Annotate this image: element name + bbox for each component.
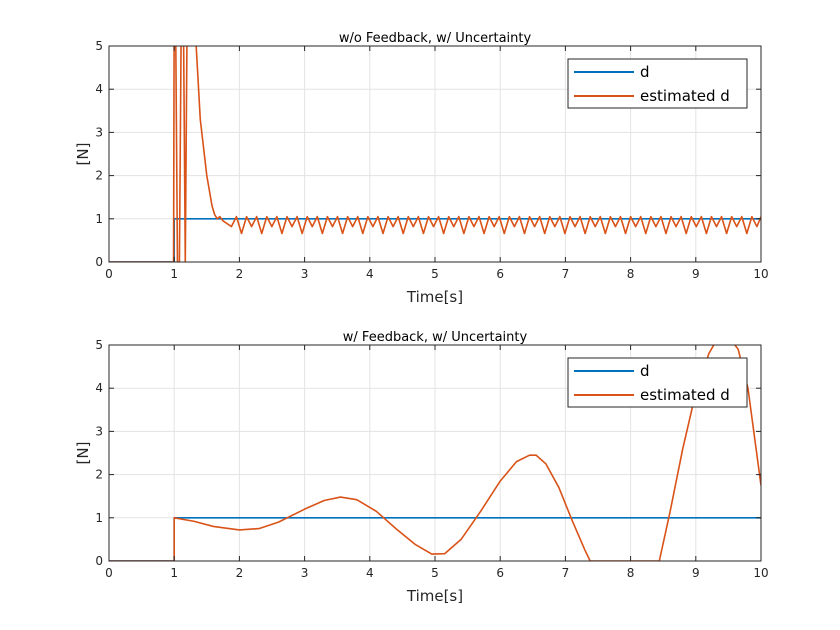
x-tick-label: 8: [627, 267, 635, 281]
y-tick-label: 3: [95, 424, 103, 438]
series-line-estimated-d: [109, 46, 761, 262]
legend-top: d estimated d: [567, 58, 748, 109]
legend-label-d-bottom: d: [640, 362, 650, 380]
legend-bottom: d estimated d: [567, 357, 748, 408]
x-tick-label: 5: [431, 566, 439, 580]
x-tick-label: 0: [105, 566, 113, 580]
y-tick-label: 4: [95, 381, 103, 395]
x-tick-label: 9: [692, 267, 700, 281]
legend-label-estimated-bottom: estimated d: [640, 386, 730, 404]
y-tick-label: 2: [95, 169, 103, 183]
y-tick-label: 1: [95, 212, 103, 226]
y-tick-label: 4: [95, 82, 103, 96]
x-tick-label: 5: [431, 267, 439, 281]
y-tick-label: 0: [95, 554, 103, 568]
x-tick-label: 3: [301, 267, 309, 281]
x-axis-label-top: Time[s]: [406, 288, 463, 306]
x-tick-label: 10: [753, 566, 768, 580]
legend-box-top: [567, 58, 748, 109]
x-tick-label: 1: [170, 267, 178, 281]
y-axis-label-top: [N]: [74, 143, 92, 166]
x-tick-label: 2: [236, 566, 244, 580]
chart-title-top: w/o Feedback, w/ Uncertainty: [339, 31, 532, 46]
x-axis-label-bottom: Time[s]: [406, 587, 463, 605]
ticks-bottom: 0 1 2 3 4 5 6 7 8 9 10 0 1 2 3 4 5: [95, 338, 768, 580]
legend-label-estimated-top: estimated d: [640, 87, 730, 105]
legend-box-bottom: [567, 357, 748, 408]
x-tick-label: 7: [562, 267, 570, 281]
x-tick-label: 10: [753, 267, 768, 281]
y-axis-label-bottom: [N]: [74, 442, 92, 465]
x-tick-label: 9: [692, 566, 700, 580]
x-tick-label: 6: [496, 566, 504, 580]
x-tick-label: 7: [562, 566, 570, 580]
x-tick-label: 8: [627, 566, 635, 580]
y-tick-label: 1: [95, 511, 103, 525]
x-tick-label: 2: [236, 267, 244, 281]
x-tick-label: 4: [366, 566, 374, 580]
legend-label-d-top: d: [640, 63, 650, 81]
x-tick-label: 3: [301, 566, 309, 580]
y-tick-label: 2: [95, 468, 103, 482]
x-tick-label: 0: [105, 267, 113, 281]
x-tick-label: 1: [170, 566, 178, 580]
x-tick-label: 6: [496, 267, 504, 281]
chart-title-bottom: w/ Feedback, w/ Uncertainty: [343, 330, 528, 345]
ticks-top: 0 1 2 3 4 5 6 7 8 9 10 0 1 2 3 4 5: [95, 39, 768, 281]
chart-top: 0 1 2 3 4 5 6 7 8 9 10 0 1 2 3 4 5 w/o Feedback, w/ Unce…: [74, 31, 769, 306]
series-top: [109, 46, 761, 262]
y-tick-label: 5: [95, 338, 103, 352]
y-tick-label: 0: [95, 255, 103, 269]
y-tick-label: 3: [95, 125, 103, 139]
y-tick-label: 5: [95, 39, 103, 53]
chart-bottom: 0 1 2 3 4 5 6 7 8 9 10 0 1 2 3 4 5 w/ Feedback, w/ Uncer…: [74, 330, 769, 605]
x-tick-label: 4: [366, 267, 374, 281]
